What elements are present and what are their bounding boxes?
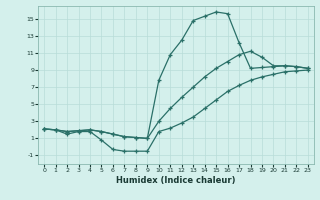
X-axis label: Humidex (Indice chaleur): Humidex (Indice chaleur)	[116, 176, 236, 185]
